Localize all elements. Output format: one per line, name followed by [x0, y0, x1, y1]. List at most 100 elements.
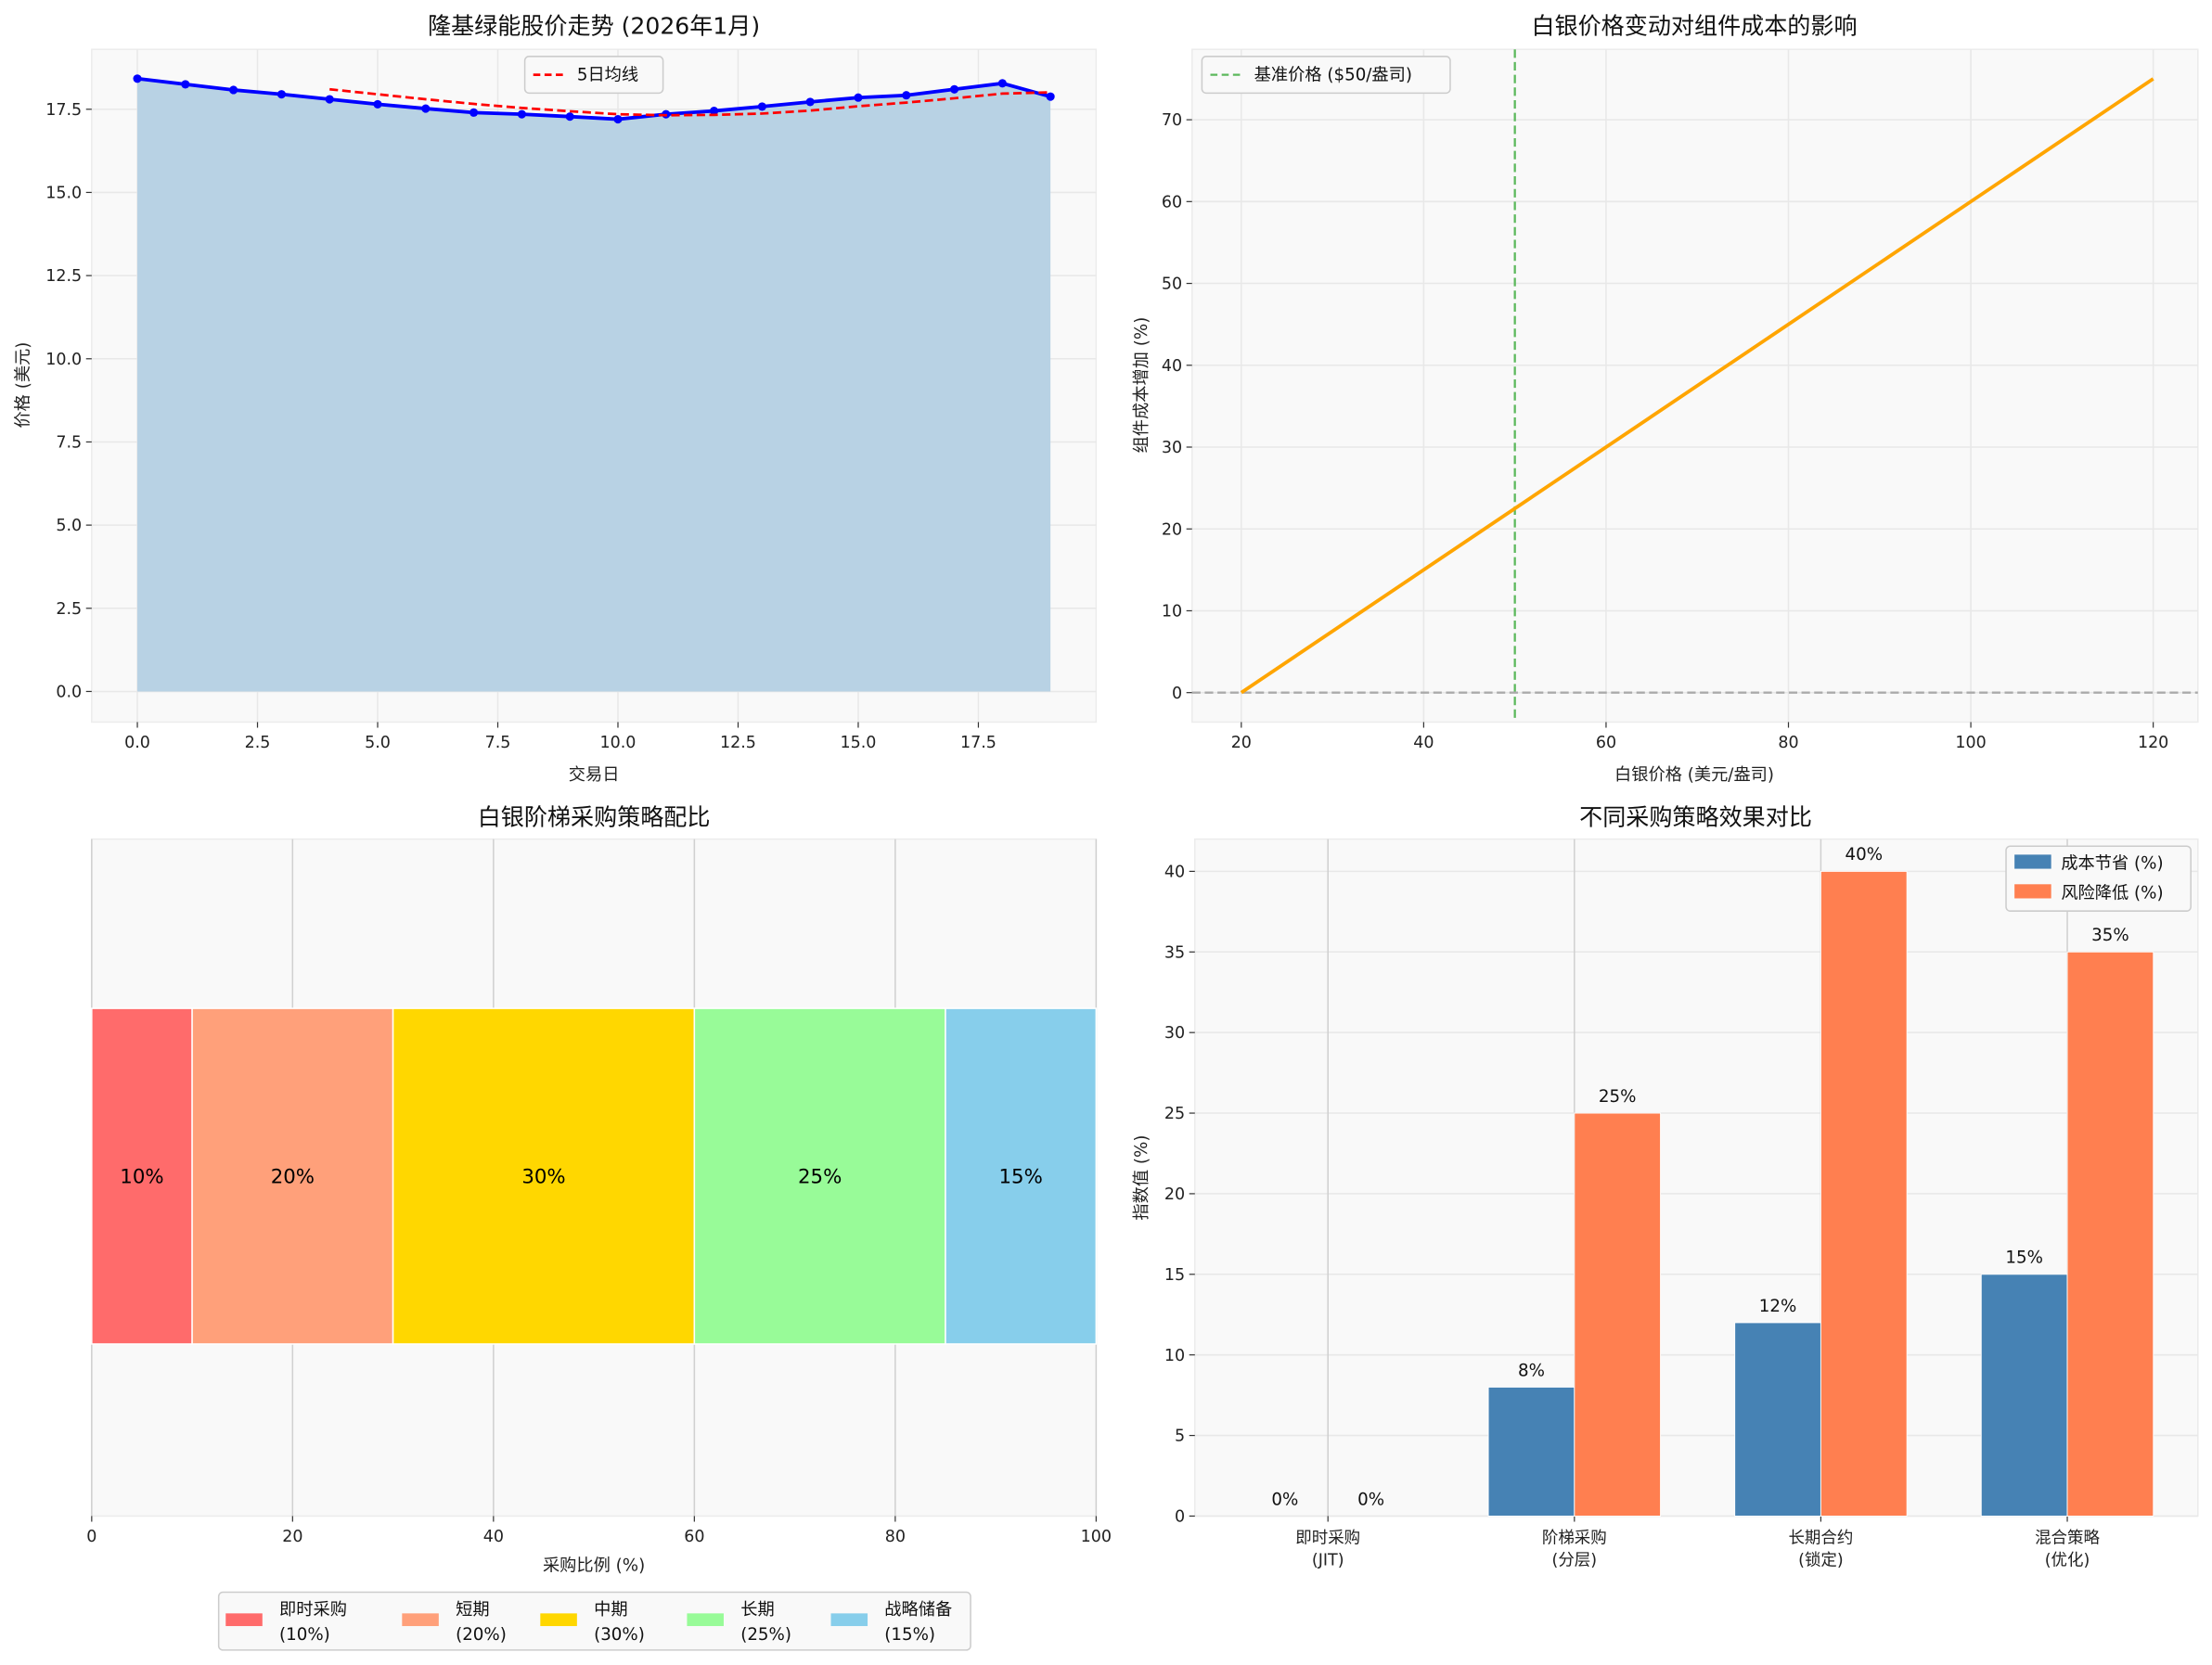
price-point [133, 74, 142, 83]
price-point [469, 108, 479, 117]
x-tick-sublabel: (优化) [2045, 1552, 2090, 1570]
bar-segment [191, 1007, 394, 1345]
legend-sublabel: (15%) [884, 1625, 935, 1645]
x-tick-label: 20 [1231, 734, 1252, 752]
x-axis-label-mix: 采购比例 (%) [543, 1556, 645, 1576]
x-tick-label: 20 [282, 1528, 302, 1546]
y-tick-label: 12.5 [45, 267, 82, 286]
segment-label: 30% [521, 1166, 565, 1189]
x-tick-label: 60 [684, 1528, 704, 1546]
legend-swatch [2014, 884, 2051, 899]
x-tick-label: 40 [483, 1528, 504, 1546]
legend-label: 即时采购 [279, 1600, 347, 1620]
x-tick-label: 17.5 [960, 734, 997, 752]
x-tick-label: 0.0 [124, 734, 150, 752]
y-tick-label: 0 [1172, 685, 1182, 703]
bar-value-label: 40% [1845, 845, 1884, 865]
y-tick-label: 35 [1164, 943, 1185, 962]
bar-value-label: 8% [1518, 1361, 1545, 1380]
legend: 5日均线 [523, 56, 664, 95]
y-tick-label: 25 [1164, 1105, 1185, 1123]
legend-box [217, 1591, 971, 1651]
y-tick-label: 50 [1162, 275, 1182, 294]
y-tick-label: 5.0 [56, 517, 82, 535]
bar [1980, 1274, 2068, 1517]
bar [1734, 1322, 1821, 1517]
ma5-line [329, 87, 1051, 117]
x-tick-label: 阶梯采购 [1542, 1529, 1607, 1547]
x-tick-label: 120 [2138, 734, 2168, 752]
price-point [854, 93, 863, 102]
bar-value-label: 35% [2091, 926, 2129, 945]
legend-label: 成本节省 (%) [2061, 854, 2163, 874]
chart-title-strategy-comparison: 不同采购策略效果对比 [1579, 803, 1812, 830]
x-tick-label: 5.0 [365, 734, 391, 752]
segment-label: 10% [120, 1166, 163, 1189]
price-point [325, 95, 334, 104]
legend-label: 中期 [594, 1600, 627, 1620]
legend-label-baseline: 基准价格 ($50/盎司) [1254, 66, 1412, 85]
x-tick-sublabel: (JIT) [1312, 1552, 1344, 1570]
procurement-mix-chart: 0 20 40 60 80 100 10% 20% 30% 25% 15% 即时采购 (10%) 短期 (2… [86, 838, 1112, 1651]
y-tick-label: 10 [1164, 1347, 1185, 1365]
y-tick-label: 30 [1164, 1024, 1185, 1043]
y-tick-label: 20 [1164, 1185, 1185, 1204]
legend-sublabel: (30%) [594, 1625, 645, 1645]
y-tick-label: 70 [1162, 111, 1182, 130]
chart-title-stock: 隆基绿能股价走势 (2026年1月) [428, 12, 760, 39]
price-point [517, 109, 526, 119]
x-tick-label: 10.0 [600, 734, 637, 752]
bar-value-label: 15% [2005, 1249, 2043, 1268]
x-tick-label: 即时采购 [1295, 1529, 1360, 1547]
legend-sublabel: (10%) [279, 1625, 330, 1645]
bar-segment [392, 1007, 696, 1345]
legend-label-ma5: 5日均线 [577, 66, 638, 85]
segment-label: 20% [271, 1166, 315, 1189]
legend-swatch [225, 1613, 263, 1627]
price-point [276, 90, 286, 99]
x-tick-label: 60 [1596, 734, 1616, 752]
y-tick-label: 15 [1164, 1266, 1185, 1285]
legend-box [523, 56, 664, 95]
bar-segment [693, 1007, 946, 1345]
bar-segment [945, 1007, 1098, 1345]
x-tick-sublabel: (锁定) [1798, 1552, 1844, 1570]
y-axis-label-comparison: 指数值 (%) [1132, 1135, 1151, 1221]
bar [1574, 1112, 1662, 1517]
y-tick-label: 60 [1162, 193, 1182, 211]
legend-label: 长期 [740, 1600, 774, 1620]
legend-box [2005, 845, 2192, 912]
legend-swatch [2014, 854, 2051, 869]
strategy-comparison-chart: 0 5 10 15 20 25 30 35 40 即时采购 (JIT) 阶梯采购 (分层) 长期合约 (锁定… [1164, 838, 2199, 1570]
bar-segment [91, 1007, 193, 1345]
bar-value-label: 12% [1759, 1297, 1797, 1316]
y-tick-label: 10 [1162, 603, 1182, 621]
x-tick-label: 2.5 [245, 734, 271, 752]
legend-swatch [830, 1613, 868, 1627]
x-tick-label: 12.5 [720, 734, 756, 752]
price-point [757, 102, 766, 111]
x-tick-label: 100 [1081, 1528, 1112, 1546]
y-tick-label: 0.0 [56, 684, 82, 702]
stock-price-chart: 0.0 2.5 5.0 7.5 10.0 12.5 15.0 17.5 0.0 2.5 5.0 7.5… [45, 48, 1098, 752]
legend-sublabel: (25%) [740, 1625, 791, 1645]
x-tick-label: 0 [86, 1528, 96, 1546]
y-tick-label: 5 [1175, 1428, 1185, 1446]
legend-label: 风险降低 (%) [2061, 884, 2163, 903]
price-point [949, 84, 959, 94]
price-point [565, 112, 574, 122]
price-area-fill [137, 78, 1051, 692]
x-tick-label: 80 [885, 1528, 906, 1546]
price-point [805, 97, 815, 107]
bar-value-label: 0% [1357, 1490, 1384, 1509]
legend-swatch [540, 1613, 577, 1627]
bar [1820, 870, 1908, 1517]
x-axis-label-silver: 白银价格 (美元/盎司) [1614, 765, 1774, 785]
cost-increase-line [1240, 77, 2154, 695]
y-tick-label: 0 [1175, 1508, 1185, 1527]
x-tick-label: 80 [1778, 734, 1798, 752]
price-line [136, 76, 1051, 122]
legend-swatch [687, 1613, 724, 1627]
price-point [421, 104, 431, 113]
